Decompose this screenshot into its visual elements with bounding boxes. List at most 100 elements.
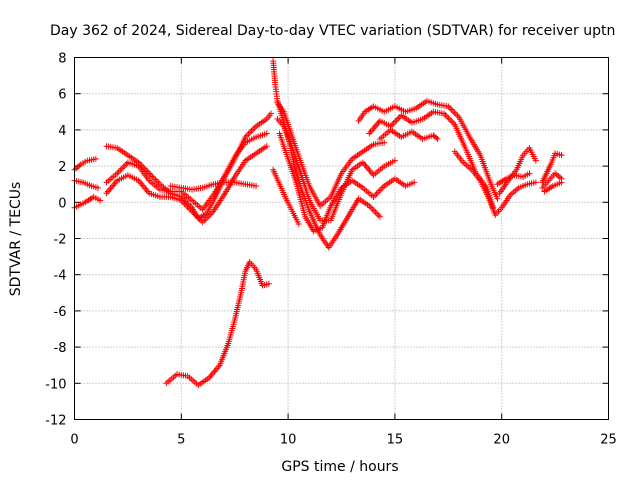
y-tick-label: -4 [54, 269, 67, 284]
x-tick-label: 15 [387, 433, 404, 448]
data-point [376, 213, 383, 220]
data-marks [71, 58, 565, 389]
chart-title: Day 362 of 2024, Sidereal Day-to-day VTE… [50, 23, 615, 39]
y-tick-label: 4 [58, 124, 66, 139]
series-track-1 [71, 155, 99, 173]
series-track-21 [539, 170, 565, 191]
data-point [103, 190, 110, 197]
data-point [123, 161, 130, 168]
data-point [136, 179, 143, 186]
series-track-14 [355, 97, 501, 202]
data-point [140, 183, 147, 190]
series-track-8 [163, 259, 272, 389]
data-point [379, 184, 386, 191]
data-point [365, 165, 372, 172]
data-point [106, 187, 113, 194]
data-point [373, 190, 380, 197]
x-tick-label: 5 [177, 433, 185, 448]
y-tick-label: -12 [45, 414, 66, 429]
data-point [411, 179, 418, 186]
data-point [391, 157, 398, 164]
data-point [381, 139, 388, 146]
data-point [120, 164, 127, 171]
data-point [92, 155, 99, 162]
data-point [368, 127, 375, 134]
data-point [366, 167, 373, 174]
data-point [558, 152, 565, 159]
data-point [139, 182, 146, 189]
data-point [110, 182, 117, 189]
data-point [117, 167, 124, 174]
data-point [214, 365, 221, 372]
data-point [376, 187, 383, 194]
data-point [433, 134, 440, 141]
data-point [263, 130, 270, 137]
data-point [375, 212, 382, 219]
series-track-5 [103, 130, 270, 213]
data-point [245, 131, 252, 138]
series-track-13 [270, 166, 302, 228]
data-point [108, 183, 115, 190]
data-point [138, 180, 145, 187]
data-point [263, 143, 270, 150]
data-point [112, 179, 119, 186]
tick-labels: 0 5 10 15 20 25 -12 -10 -8 -6 -4 -2 0 2 4 6 8 [45, 52, 617, 448]
data-point [372, 192, 379, 199]
data-point [449, 108, 456, 115]
series-track-17 [451, 148, 539, 218]
y-axis-label: SDTVAR / TECUs [8, 182, 24, 297]
series-track-7 [167, 179, 260, 193]
series-track-22 [541, 179, 565, 195]
data-point [210, 370, 217, 377]
data-point [208, 371, 215, 378]
y-tick-label: 0 [58, 196, 66, 211]
data-point [295, 221, 302, 228]
y-tick-label: -8 [54, 341, 67, 356]
data-point [390, 120, 397, 127]
y-tick-label: -6 [54, 305, 67, 320]
data-point [94, 184, 101, 191]
data-point [265, 280, 272, 287]
series-track-11 [274, 99, 388, 209]
data-point [370, 125, 377, 132]
y-tick-label: 8 [58, 52, 66, 67]
y-tick-label: 2 [58, 160, 66, 175]
data-point [372, 122, 379, 129]
data-point [375, 189, 382, 196]
data-point [142, 185, 149, 192]
data-point [253, 183, 260, 190]
data-point [250, 126, 257, 133]
data-point [447, 116, 454, 123]
x-tick-label: 0 [70, 433, 78, 448]
data-point [494, 195, 501, 202]
series-track-20 [539, 150, 565, 186]
data-point [389, 121, 396, 128]
data-point [532, 157, 539, 164]
data-point [97, 197, 104, 204]
y-tick-label: -2 [54, 233, 67, 248]
data-point [268, 110, 275, 117]
data-point [369, 206, 376, 213]
data-point [373, 210, 380, 217]
series-track-6 [103, 143, 270, 226]
data-point [372, 209, 379, 216]
grid [74, 57, 609, 420]
data-point [370, 207, 377, 214]
data-point [434, 135, 441, 142]
data-point [107, 185, 114, 192]
x-axis-label: GPS time / hours [281, 459, 398, 475]
y-tick-label: -10 [45, 377, 66, 392]
data-point [378, 186, 385, 193]
data-point [211, 368, 218, 375]
y-tick-label: 6 [58, 88, 66, 103]
series-track-19 [494, 170, 533, 188]
data-point [392, 118, 399, 125]
data-point [371, 124, 378, 131]
series-track-18 [496, 145, 539, 197]
data-point [207, 373, 214, 380]
series-track-15 [366, 108, 497, 211]
data-point [444, 113, 451, 120]
data-point [111, 180, 118, 187]
data-point [526, 170, 533, 177]
data-point [104, 188, 111, 195]
